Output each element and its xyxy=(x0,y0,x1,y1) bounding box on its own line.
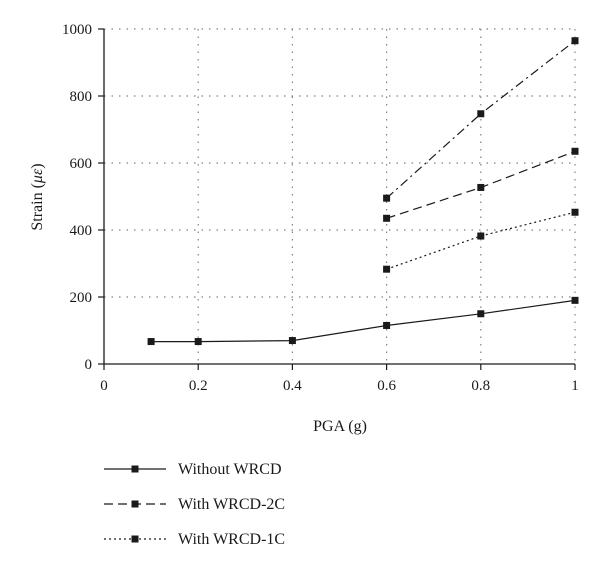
x-tick-label: 0.4 xyxy=(283,378,302,394)
y-tick-label: 0 xyxy=(85,357,93,373)
y-tick-label: 400 xyxy=(70,223,93,239)
legend-item-with-wrcd-2c: With WRCD-2C xyxy=(104,496,285,513)
grid-lines xyxy=(104,28,576,364)
legend-item-without-wrcd: Without WRCD xyxy=(104,461,282,478)
data-point-with-wrcd-2c xyxy=(477,183,485,191)
series-without-wrcd xyxy=(147,296,579,346)
legend-label: With WRCD-1C xyxy=(178,531,285,548)
series-line-unlabeled-series-3 xyxy=(386,40,576,199)
y-tick-label: 800 xyxy=(70,89,93,105)
data-point-unlabeled-series-3 xyxy=(571,37,579,45)
data-point-with-wrcd-2c xyxy=(571,147,579,155)
y-tick-label: 1000 xyxy=(62,22,92,38)
y-axis-label-symbol: με xyxy=(29,168,46,184)
series-line-with-wrcd-1c xyxy=(386,211,576,270)
data-point-with-wrcd-2c xyxy=(383,214,391,222)
y-axis-label-suffix: ) xyxy=(29,163,46,168)
x-tick-label: 0.8 xyxy=(471,378,490,394)
y-tick-label: 600 xyxy=(70,156,93,172)
series-with-wrcd-1c xyxy=(383,208,579,273)
x-tick-label: 1 xyxy=(571,378,579,394)
data-point-without-wrcd xyxy=(288,337,296,345)
data-point-without-wrcd xyxy=(383,321,391,329)
x-tick-label: 0.2 xyxy=(189,378,208,394)
data-point-with-wrcd-1c xyxy=(477,232,485,240)
legend-label: With WRCD-2C xyxy=(178,496,285,513)
axes xyxy=(103,29,575,365)
data-point-without-wrcd xyxy=(194,338,202,346)
data-series xyxy=(147,37,579,346)
x-axis-label: PGA (g) xyxy=(313,418,367,435)
x-tick-label: 0 xyxy=(100,378,108,394)
series-line-without-wrcd xyxy=(151,299,576,343)
legend-item-with-wrcd-1c: With WRCD-1C xyxy=(104,531,285,548)
x-tick-label: 0.6 xyxy=(377,378,396,394)
y-axis-label-prefix: Strain ( xyxy=(29,183,46,231)
data-point-unlabeled-series-3 xyxy=(383,194,391,202)
legend: Without WRCD With WRCD-2C With WRCD-1C xyxy=(104,461,285,548)
legend-marker xyxy=(131,535,139,543)
tick-labels: 0 0.2 0.4 0.6 0.8 1 0 200 400 600 800 1000 xyxy=(62,22,579,394)
data-point-without-wrcd xyxy=(571,296,579,304)
legend-marker xyxy=(131,465,139,473)
series-unlabeled-series-3 xyxy=(383,37,579,202)
data-point-with-wrcd-1c xyxy=(571,208,579,216)
legend-label: Without WRCD xyxy=(178,461,282,478)
y-tick-label: 200 xyxy=(70,290,93,306)
series-with-wrcd-2c xyxy=(383,147,579,222)
y-axis-label: Strain (με) xyxy=(29,163,46,230)
data-point-without-wrcd xyxy=(147,338,155,346)
data-point-unlabeled-series-3 xyxy=(477,110,485,118)
legend-marker xyxy=(131,500,139,508)
data-point-without-wrcd xyxy=(477,310,485,318)
data-point-with-wrcd-1c xyxy=(383,265,391,273)
